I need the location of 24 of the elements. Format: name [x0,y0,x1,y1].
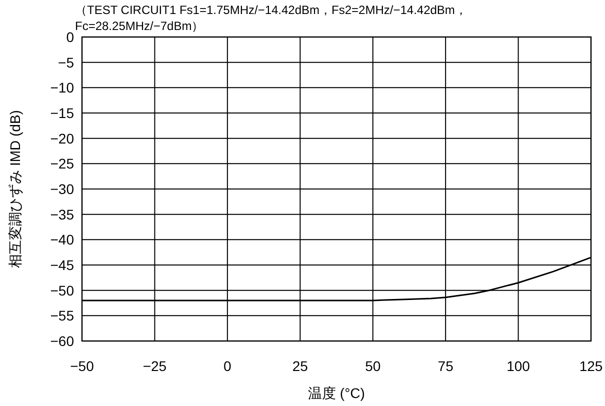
y-tick-label: −60 [50,333,74,349]
x-tick-label: 125 [579,358,603,374]
y-tick-label: −40 [50,232,74,248]
y-tick-label: −20 [50,130,74,146]
y-tick-label: −5 [58,54,74,70]
x-tick-label: −50 [70,358,94,374]
x-tick-label: 50 [365,358,381,374]
y-tick-label: −10 [50,80,74,96]
x-tick-label: 0 [224,358,232,374]
x-tick-label: −25 [142,358,167,374]
y-tick-label: −25 [50,156,74,172]
y-tick-label: −15 [50,105,74,121]
x-tick-label: 25 [292,358,308,374]
y-axis-title: 相互変調ひずみ IMD (dB) [7,110,23,268]
y-tick-label: −55 [50,308,74,324]
y-tick-label: −45 [50,257,74,273]
x-axis-title: 温度 (°C) [308,385,365,401]
y-tick-label: 0 [66,29,74,45]
y-tick-label: −35 [50,206,74,222]
y-tick-label: −50 [50,282,74,298]
x-tick-label: 100 [506,358,530,374]
chart-title: （TEST CIRCUIT1 Fs1=1.75MHz/−14.42dBm，Fs2=2MHz/−14.42dBm，Fc=28.25MHz/−7dBm） [75,2,468,34]
x-tick-label: 75 [438,358,454,374]
y-tick-label: −30 [50,181,74,197]
